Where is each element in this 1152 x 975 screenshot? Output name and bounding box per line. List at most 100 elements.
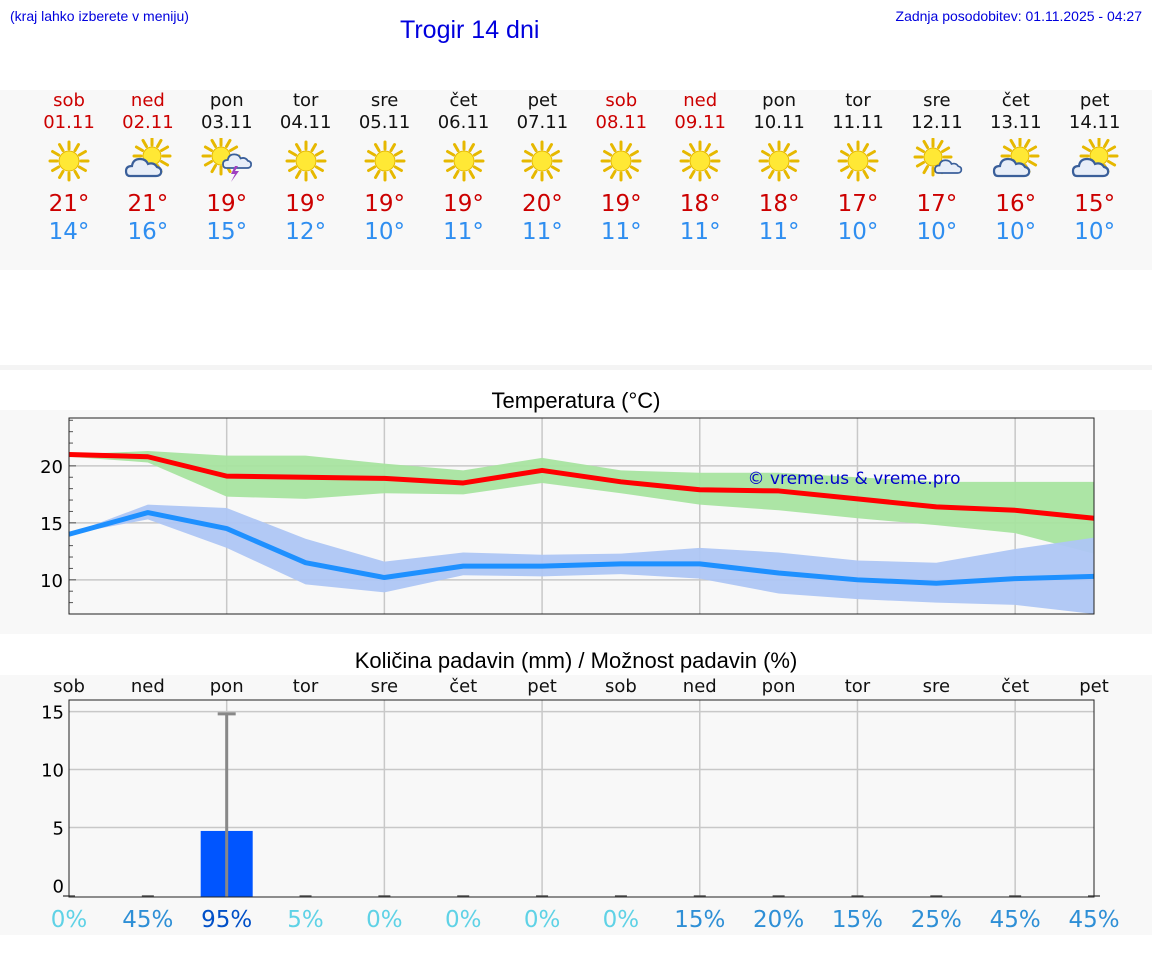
- precip-probability: 95%: [201, 907, 252, 933]
- series-line-max: [68, 451, 1095, 521]
- x-day-label: sob: [605, 676, 637, 697]
- day-name: sre: [923, 90, 951, 111]
- day-name: pon: [209, 90, 244, 111]
- y-tick-label: 15: [40, 514, 63, 535]
- day-name: tor: [845, 90, 871, 111]
- max-temp: 17°: [916, 191, 958, 217]
- day-date: 11.11: [832, 112, 884, 133]
- x-day-label: pet: [1079, 676, 1109, 697]
- sun-icon: [285, 140, 327, 182]
- sun-icon: [758, 140, 800, 182]
- min-temp: 11°: [522, 219, 563, 245]
- day-forecast: čet 06.11 19° 11°: [424, 88, 504, 246]
- precip-probability: 0%: [603, 907, 640, 933]
- page-title: Trogir 14 dni: [400, 16, 540, 44]
- separator: [0, 365, 1152, 370]
- min-temp: 12°: [285, 219, 327, 245]
- day-date: 04.11: [279, 112, 332, 133]
- day-forecast: pon 03.11 19° 15°: [187, 88, 267, 246]
- y-tick-label: 10: [41, 761, 64, 782]
- y-tick-label: 5: [53, 818, 64, 839]
- sun-icon: [48, 140, 90, 182]
- day-forecast: sre 05.11 19° 10°: [345, 88, 425, 246]
- forecast-days: sob 01.11 21° 14° ned 02.11 21° 16° pon 03.11 19° 1…: [0, 88, 1152, 270]
- sun-icon: [679, 140, 721, 182]
- precip-probability: 15%: [832, 907, 883, 933]
- y-tick-label: 15: [41, 703, 64, 724]
- lightning-shape: [230, 166, 239, 182]
- y-tick-label: 0: [53, 876, 64, 897]
- day-date: 09.11: [674, 112, 726, 133]
- min-temp: 10°: [364, 219, 405, 245]
- cloud-shape: [221, 153, 252, 169]
- max-temp: 19°: [364, 191, 405, 217]
- sun-shape: [443, 140, 484, 182]
- day-name: ned: [130, 90, 165, 111]
- precip-probability: 45%: [990, 907, 1041, 933]
- plot-frame: [68, 417, 1095, 615]
- precip-probability: 45%: [122, 907, 173, 933]
- series-line-min: [68, 510, 1095, 586]
- sun-cloud-icon: [1071, 138, 1119, 178]
- max-temp: 16°: [995, 191, 1037, 217]
- x-day-label: ned: [131, 676, 165, 697]
- min-temp: 14°: [48, 219, 90, 245]
- max-temp: 15°: [1074, 191, 1116, 217]
- precipitation-chart-title: Količina padavin (mm) / Možnost padavin …: [354, 648, 798, 673]
- x-day-label: pet: [527, 676, 557, 697]
- max-temp: 20°: [522, 191, 563, 217]
- day-date: 06.11: [437, 112, 490, 133]
- precip-probability: 0%: [51, 907, 88, 933]
- max-temp: 18°: [758, 191, 800, 217]
- x-day-label: tor: [845, 676, 871, 697]
- sun-cloud-icon: [124, 138, 172, 178]
- day-forecast: pon 10.11 18° 11°: [739, 88, 819, 246]
- max-temp: 19°: [285, 191, 327, 217]
- x-day-label: pon: [210, 676, 244, 697]
- x-day-label: tor: [293, 676, 319, 697]
- min-temp: 11°: [443, 219, 484, 245]
- precip-probability: 5%: [287, 907, 324, 933]
- min-temp: 11°: [600, 219, 642, 245]
- day-forecast: ned 09.11 18° 11°: [660, 88, 740, 246]
- sun-shape: [48, 140, 90, 182]
- cloud-shape: [1071, 157, 1109, 178]
- min-temp: 16°: [127, 219, 169, 245]
- day-forecast: pet 07.11 20° 11°: [502, 88, 582, 246]
- day-date: 05.11: [358, 112, 411, 133]
- day-name: čet: [1001, 90, 1030, 111]
- day-date: 13.11: [990, 112, 1042, 133]
- max-temp: 19°: [206, 191, 248, 217]
- sun-icon: [837, 140, 879, 182]
- min-temp: 10°: [995, 219, 1037, 245]
- sun-shape: [285, 140, 327, 182]
- day-forecast: sre 12.11 17° 10°: [897, 88, 977, 246]
- max-temp: 19°: [600, 191, 642, 217]
- day-forecast: tor 11.11 17° 10°: [818, 88, 898, 246]
- cloud-shape: [992, 157, 1031, 178]
- day-date: 07.11: [516, 112, 569, 133]
- sun-shape: [758, 140, 800, 182]
- forecast-band: [0, 90, 1152, 270]
- precipitation-chart: sob ned pon tor sre čet pet sob ned pon tor sre čet p…: [41, 676, 1119, 933]
- min-temp: 15°: [206, 219, 248, 245]
- x-day-label: ned: [683, 676, 717, 697]
- day-forecast: sob 08.11 19° 11°: [581, 88, 661, 246]
- sun-icon: [443, 140, 484, 182]
- max-temp: 21°: [48, 191, 90, 217]
- day-name: tor: [292, 90, 319, 111]
- day-forecast: pet 14.11 15° 10°: [1055, 88, 1135, 246]
- sun-cloud-icon: [992, 138, 1040, 178]
- day-name: pon: [762, 90, 797, 111]
- day-forecast: tor 04.11 19° 12°: [266, 88, 346, 246]
- temperature-chart-title: Temperatura (°C): [491, 388, 661, 413]
- sun-icon: [364, 140, 406, 182]
- sun-icon: [600, 140, 642, 182]
- y-tick-label: 20: [40, 457, 63, 478]
- precip-probability: 0%: [524, 907, 561, 933]
- day-forecast: sob 01.11 21° 14°: [29, 88, 109, 246]
- min-temp: 10°: [837, 219, 879, 245]
- day-forecast: čet 13.11 16° 10°: [976, 88, 1056, 246]
- day-name: sob: [605, 90, 638, 111]
- sun-shape: [364, 140, 406, 182]
